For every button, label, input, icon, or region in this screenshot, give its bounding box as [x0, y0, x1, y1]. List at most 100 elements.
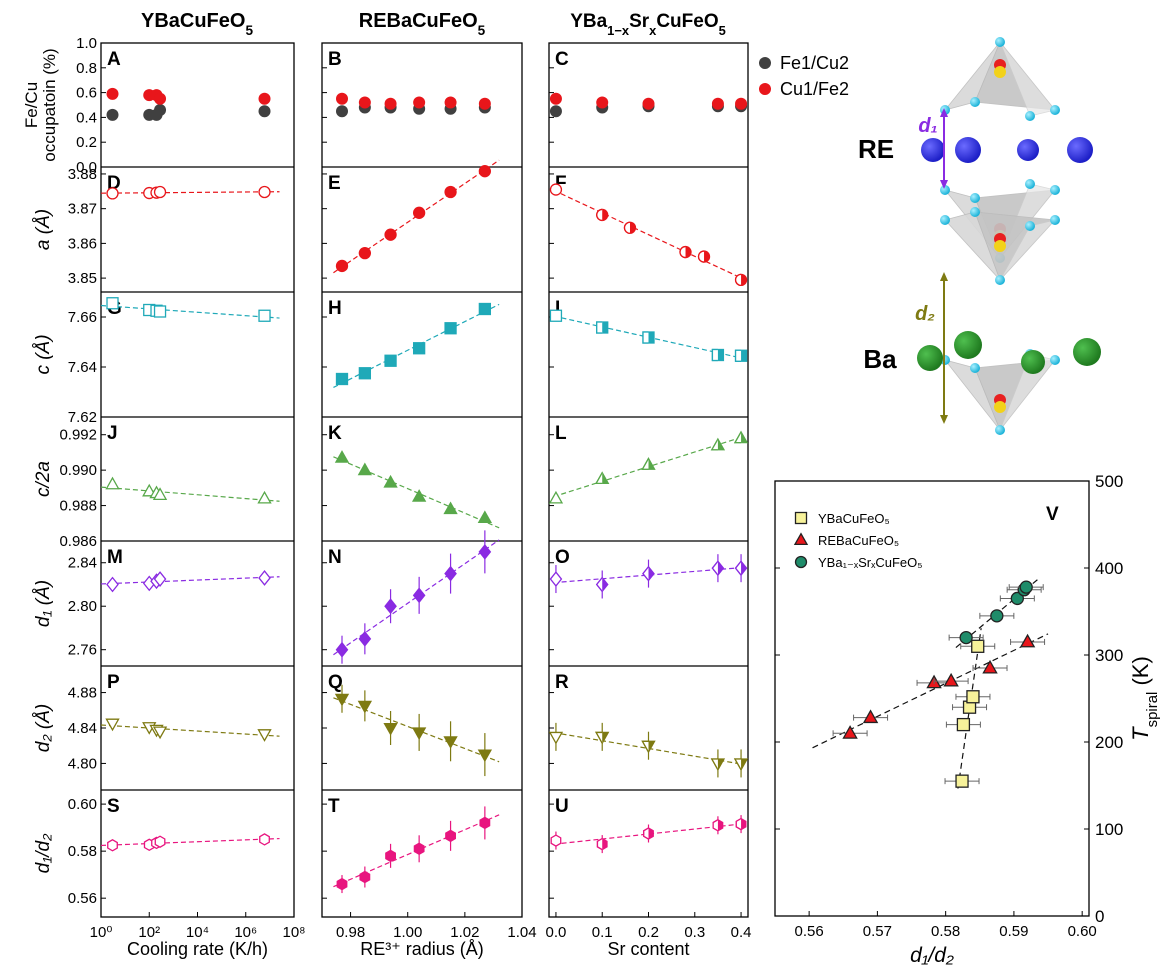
- col-title-ybacufeo5: YBaCuFeO5: [141, 10, 253, 38]
- y-tick-label: 0.988: [59, 498, 97, 515]
- data-point: [105, 718, 120, 732]
- y-tick-label: 3.85: [68, 270, 97, 287]
- data-point-half: [595, 576, 603, 593]
- panel-letter-j: J: [107, 423, 118, 444]
- x-tick-label: 1.04: [507, 924, 536, 941]
- occ-point: [596, 96, 609, 109]
- x-tick-label: 10⁰: [90, 924, 113, 941]
- data-point-half: [711, 348, 718, 362]
- d2-arrowhead: [940, 415, 948, 424]
- fit-line: [333, 456, 500, 529]
- x-axis-label-sr-content: Sr content: [607, 939, 689, 959]
- y-tick-label: 2.76: [68, 642, 97, 659]
- y-tick-label: 0.8: [76, 60, 97, 77]
- data-point: [549, 183, 563, 196]
- y-tick-label: 0.986: [59, 533, 97, 550]
- y-axis-label-c2a: c/2a: [33, 461, 54, 497]
- column-titles: YBaCuFeO5 REBaCuFeO5 YBa1−xSrxCuFeO5: [141, 10, 726, 38]
- oxygen-atom: [970, 207, 980, 217]
- y-axis-label-d1d2: d₁/d₂: [33, 833, 54, 873]
- x-tick-label: 0.98: [336, 924, 365, 941]
- panel-letter-e: E: [328, 173, 341, 194]
- data-point-half: [623, 221, 630, 234]
- re-atom: [1017, 139, 1039, 161]
- data-point: [153, 305, 167, 318]
- v-data-point: [956, 717, 971, 732]
- data-point: [153, 185, 167, 199]
- x-axis-label-cooling-rate: Cooling rate (K/h): [127, 939, 268, 959]
- data-point-half: [643, 827, 649, 840]
- legend-marker-v: [794, 555, 808, 569]
- panel-v-tspiral: 0.56 0.57 0.58 0.59 0.600 100 200 300 400 500 Vd₁/…: [774, 472, 1161, 967]
- data-point: [548, 731, 564, 745]
- legend-label-fe1cu2: Fe1/Cu2: [780, 53, 849, 73]
- data-point-half: [596, 208, 603, 222]
- data-point-half: [595, 471, 603, 485]
- y-axis-label-d2: d₂ (Å): [33, 704, 54, 752]
- data-point: [383, 722, 398, 736]
- y-tick-label: 0: [1095, 907, 1104, 926]
- crystal-structure-diagram: RE Ba d₁ d₂: [858, 37, 1101, 435]
- data-point-half: [641, 457, 649, 470]
- legend-marker-v: [794, 511, 808, 525]
- occ-point: [336, 92, 348, 105]
- data-point-half: [734, 273, 742, 286]
- data-point: [411, 489, 427, 502]
- y-axis-label-c: c (Å): [33, 334, 54, 374]
- y-tick-label: 500: [1095, 472, 1123, 491]
- panel-letter-n: N: [328, 547, 342, 568]
- y-tick-label: 7.64: [68, 359, 97, 376]
- fit-line: [100, 191, 280, 194]
- occ-point: [154, 103, 167, 116]
- column-frame: [100, 42, 295, 918]
- x-tick-label: 0.0: [546, 924, 567, 941]
- col-title-rebacufeo5: REBaCuFeO5: [359, 10, 486, 38]
- occ-point: [444, 96, 457, 109]
- data-point: [154, 835, 166, 848]
- x-tick-label: 0.58: [931, 923, 960, 940]
- ba-atom: [954, 331, 982, 359]
- y-tick-label: 4.80: [68, 755, 97, 772]
- panel-letter-s: S: [107, 796, 120, 817]
- v-data-point: [1019, 580, 1033, 594]
- data-point-half: [733, 430, 742, 444]
- data-point-half: [735, 817, 742, 831]
- data-point: [384, 228, 397, 241]
- fit-line: [100, 576, 280, 585]
- panel-letter-t: T: [328, 796, 340, 817]
- cu-fe-atom-yellow: [994, 401, 1006, 413]
- oxygen-atom: [995, 425, 1005, 435]
- fit-line: [100, 486, 280, 502]
- data-point-half: [734, 349, 742, 362]
- x-axis-label-re-radius: RE³⁺ radius (Å): [360, 939, 484, 959]
- re-label: RE: [858, 134, 894, 164]
- y-tick-label: 4.88: [68, 685, 97, 702]
- occ-point: [358, 96, 371, 109]
- y-tick-label: 0.2: [76, 134, 97, 151]
- v-data-point: [862, 709, 879, 724]
- data-point: [357, 462, 373, 476]
- oxygen-atom: [1025, 179, 1035, 189]
- data-point-half: [734, 560, 742, 577]
- data-point-half: [711, 560, 718, 577]
- data-point: [106, 576, 119, 593]
- data-point: [549, 571, 563, 587]
- data-point: [358, 630, 372, 647]
- v-data-point: [959, 630, 973, 645]
- x-tick-label: 1.00: [393, 924, 422, 941]
- y-tick-label: 1.0: [76, 35, 97, 52]
- pyramid-hidden-face: [999, 219, 1057, 281]
- x-tick-label: 10⁶: [234, 924, 257, 941]
- v-data-point: [971, 639, 985, 653]
- y-tick-label: 0.6: [76, 85, 97, 102]
- v-data-point: [982, 659, 998, 674]
- d1-arrowhead: [940, 108, 948, 117]
- y-tick-label: 0.992: [59, 427, 97, 444]
- oxygen-atom: [970, 193, 980, 203]
- y-tick-label: 0.58: [68, 843, 97, 860]
- data-point: [334, 693, 350, 707]
- v-data-point: [966, 690, 980, 704]
- data-point: [384, 354, 397, 367]
- v-data-point: [842, 725, 858, 739]
